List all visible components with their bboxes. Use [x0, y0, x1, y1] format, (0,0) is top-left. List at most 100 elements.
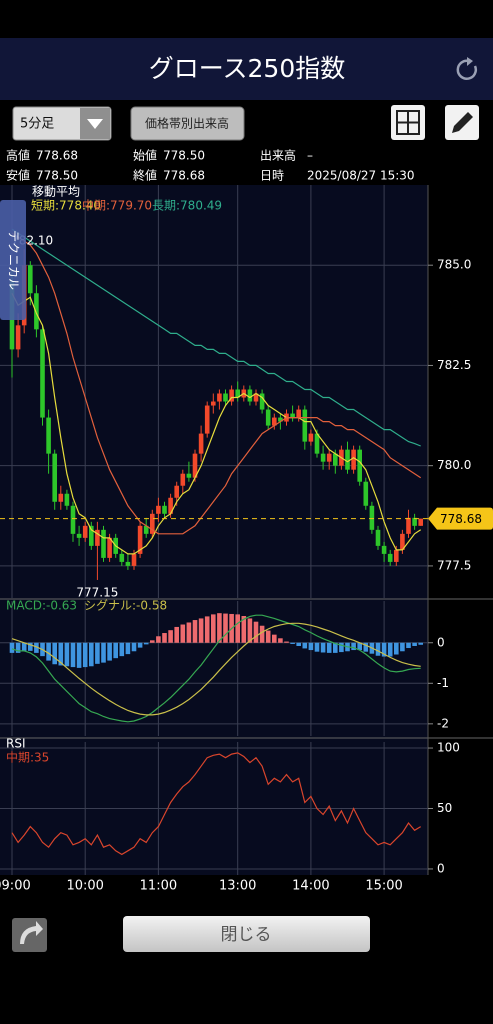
histogram-bar	[308, 642, 314, 651]
candle-body	[107, 537, 112, 558]
histogram-bar	[21, 642, 27, 651]
candle-body	[247, 389, 253, 402]
info-value: 778.68	[36, 149, 78, 163]
series-line	[11, 622, 421, 716]
last-price-label: 778.68	[440, 512, 482, 526]
candle-body	[143, 525, 149, 534]
draw-button[interactable]	[445, 105, 479, 140]
candle-body	[278, 417, 283, 422]
candle-body	[363, 481, 369, 506]
histogram-bar	[272, 634, 277, 643]
legend-entry: 中期:779.70	[82, 198, 152, 213]
histogram-bar	[15, 642, 21, 653]
candle-body	[28, 265, 33, 294]
histogram-bar	[156, 636, 161, 643]
dropdown-label: 5分足	[20, 117, 54, 132]
interval-dropdown[interactable]: 5分足	[12, 106, 112, 141]
series-line	[11, 228, 421, 447]
candle-body	[400, 533, 405, 550]
x-tick-label: 13:00	[219, 879, 256, 894]
histogram-bar	[46, 642, 51, 661]
histogram-bar	[296, 642, 301, 646]
candle-body	[259, 393, 265, 410]
series-line	[11, 232, 422, 535]
candle-body	[101, 529, 106, 558]
header-bar	[0, 38, 493, 100]
histogram-bar	[394, 642, 399, 655]
candle-body	[58, 493, 64, 502]
histogram-bar	[333, 642, 338, 653]
candle-body	[46, 417, 51, 454]
histogram-bar	[320, 642, 326, 653]
back-icon[interactable]	[12, 918, 47, 952]
close-button[interactable]: 閉じる	[123, 916, 370, 952]
candle-body	[204, 405, 210, 434]
volume-button[interactable]: 価格帯別出来高	[130, 106, 245, 141]
info-value: 778.50	[36, 169, 78, 183]
histogram-bar	[363, 642, 369, 652]
histogram-bar	[137, 642, 143, 648]
histogram-bar	[418, 642, 423, 645]
candle-body	[186, 473, 192, 478]
histogram-bar	[64, 642, 70, 667]
candle-body	[235, 389, 240, 398]
candle-body	[418, 518, 423, 526]
legend-entry: 中期:35	[6, 750, 49, 765]
histogram-bar	[113, 642, 118, 659]
histogram-bar	[101, 642, 106, 663]
histogram-bar	[52, 642, 57, 665]
info-label: 出来高	[260, 149, 296, 163]
y-tick-label: 780.0	[437, 458, 471, 472]
candle-body	[320, 453, 326, 462]
series-line	[11, 614, 421, 723]
candle-body	[76, 533, 82, 538]
info-label: 安値	[6, 168, 30, 183]
candle-body	[290, 413, 295, 418]
candle-body	[125, 561, 131, 566]
volume-button-label: 価格帯別出来高	[145, 116, 229, 131]
refresh-icon[interactable]	[456, 57, 478, 80]
histogram-bar	[223, 613, 228, 643]
histogram-bar	[89, 642, 94, 667]
histogram-bar	[241, 616, 247, 643]
histogram-bar	[259, 625, 265, 643]
histogram-bar	[95, 642, 100, 664]
candle-body	[369, 505, 375, 530]
last-price-tag	[428, 507, 493, 530]
info-value: –	[307, 149, 313, 163]
plots: 09:00 10:00 11:00 13:00 14:00 15:00 785.0 782.5…	[0, 185, 493, 894]
candle-body	[52, 453, 57, 502]
candle-body	[253, 393, 259, 402]
histogram-bar	[76, 642, 82, 668]
histogram-bar	[247, 618, 253, 643]
histogram-bar	[174, 626, 179, 643]
technical-tab[interactable]: テクニカル	[0, 200, 26, 320]
y-tick-label: 0	[437, 861, 445, 875]
layout-button[interactable]	[391, 105, 425, 140]
x-tick-label: 09:00	[0, 879, 31, 894]
header-title: グロース250指数	[149, 54, 345, 83]
histogram-bar	[412, 642, 417, 646]
candle-body	[308, 433, 314, 442]
candle-body	[15, 325, 21, 350]
x-tick-label: 11:00	[140, 879, 177, 894]
histogram-bar	[375, 642, 381, 656]
candle-body	[119, 553, 125, 562]
histogram-bar	[107, 642, 112, 661]
candle-body	[296, 409, 301, 418]
histogram-bar	[168, 630, 173, 643]
histogram-bar	[143, 642, 149, 645]
candle-body	[412, 517, 417, 526]
histogram-bar	[204, 616, 210, 643]
info-value: 778.50	[163, 149, 205, 163]
candle-body	[357, 449, 362, 482]
candle-body	[217, 393, 222, 402]
histogram-bar	[34, 642, 39, 653]
candle-body	[326, 453, 332, 462]
candle-body	[137, 525, 143, 554]
price-info: 高値 778.68 始値 778.50 出来高 – 安値 778.50 終値 778.68 日時 20…	[6, 148, 415, 183]
histogram-bar	[326, 642, 332, 653]
candle-body	[168, 497, 173, 514]
close-button-box	[123, 916, 370, 952]
